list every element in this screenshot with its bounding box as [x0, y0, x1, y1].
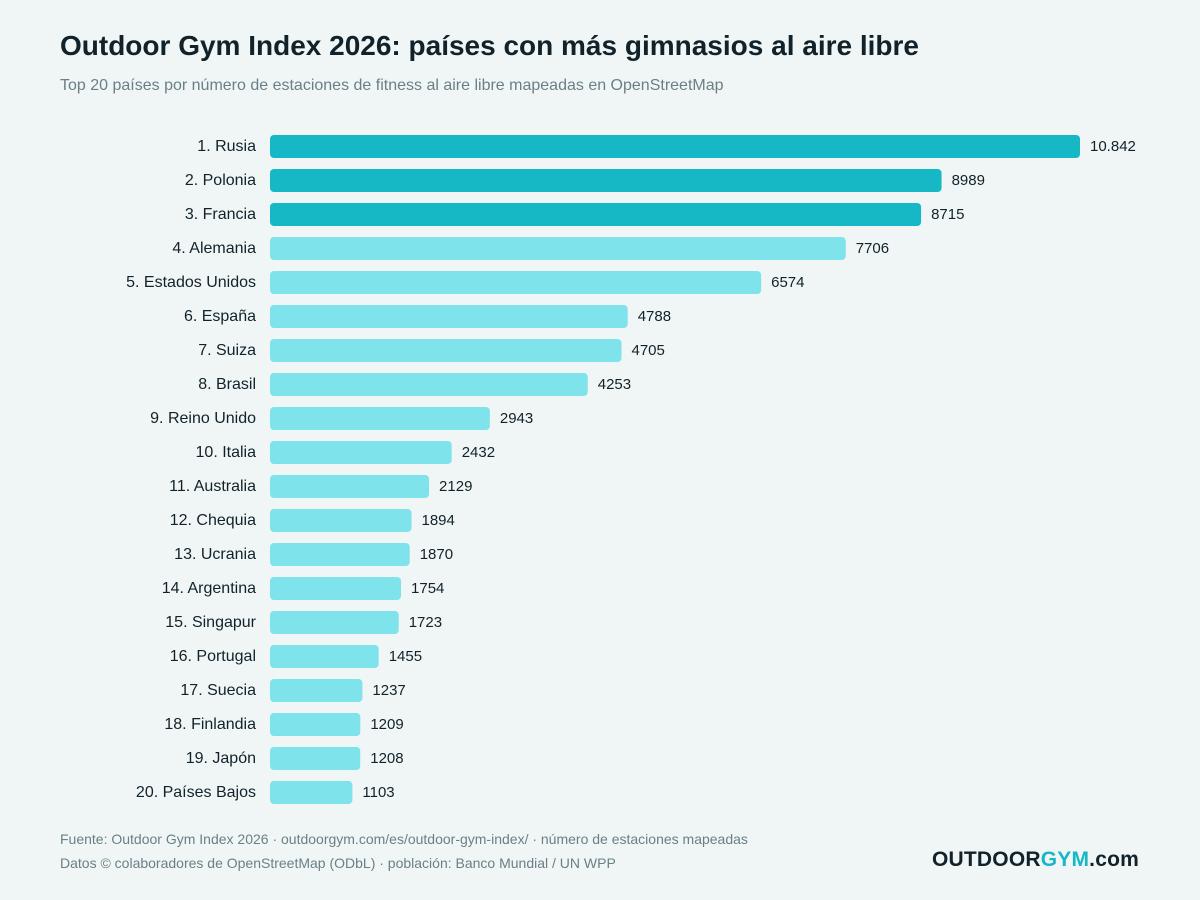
category-label: 20. Países Bajos — [136, 784, 256, 801]
bar — [270, 169, 942, 192]
value-label: 1723 — [409, 614, 442, 631]
category-label: 3. Francia — [185, 206, 256, 223]
bar — [270, 373, 588, 396]
value-label: 1754 — [411, 580, 444, 597]
bar — [270, 645, 379, 668]
value-label: 2943 — [500, 410, 533, 427]
brand-part-outdoor: OUTDOOR — [932, 848, 1041, 871]
category-label: 19. Japón — [186, 750, 256, 767]
bar — [270, 781, 353, 804]
value-label: 8989 — [952, 172, 985, 189]
bar — [270, 441, 452, 464]
value-label: 8715 — [931, 206, 964, 223]
category-label: 17. Suecia — [180, 682, 256, 699]
value-label: 4253 — [598, 376, 631, 393]
value-label: 1455 — [389, 648, 422, 665]
category-label: 13. Ucrania — [174, 546, 256, 563]
chart-subtitle: Top 20 países por número de estaciones d… — [60, 77, 724, 94]
brand-part-domain: .com — [1089, 848, 1139, 871]
bar — [270, 237, 846, 260]
bar — [270, 713, 361, 736]
bar — [270, 577, 402, 600]
bar — [270, 747, 361, 770]
value-label: 2129 — [439, 478, 472, 495]
category-label: 18. Finlandia — [164, 716, 256, 733]
category-label: 11. Australia — [169, 478, 256, 495]
value-label: 1208 — [370, 750, 403, 767]
category-label: 9. Reino Unido — [150, 410, 256, 427]
chart-title: Outdoor Gym Index 2026: países con más g… — [60, 30, 919, 61]
value-label: 1870 — [420, 546, 453, 563]
brand-part-gym: GYM — [1040, 848, 1090, 871]
category-label: 5. Estados Unidos — [126, 274, 256, 291]
brand-logo[interactable]: OUTDOORGYM.com — [932, 848, 1139, 872]
value-label: 1237 — [372, 682, 405, 699]
value-label: 6574 — [771, 274, 804, 291]
category-label: 2. Polonia — [185, 172, 256, 189]
value-label: 7706 — [856, 240, 889, 257]
category-label: 8. Brasil — [198, 376, 256, 393]
value-label: 1103 — [362, 784, 394, 801]
bar — [270, 509, 412, 532]
category-label: 1. Rusia — [197, 138, 256, 155]
value-label: 10.842 — [1090, 138, 1136, 155]
category-label: 16. Portugal — [170, 648, 256, 665]
value-label: 2432 — [462, 444, 495, 461]
bar — [270, 679, 363, 702]
bar — [270, 339, 622, 362]
bar — [270, 203, 922, 226]
value-label: 4788 — [638, 308, 671, 325]
category-label: 15. Singapur — [165, 614, 256, 631]
bar — [270, 305, 628, 328]
category-label: 12. Chequia — [170, 512, 256, 529]
category-label: 6. España — [184, 308, 256, 325]
category-label: 10. Italia — [196, 444, 257, 461]
category-label: 4. Alemania — [172, 240, 256, 257]
bar — [270, 407, 490, 430]
bar-chart: 1. Rusia 10.842 2. Polonia 8989 3. Francia 87… — [126, 135, 1136, 804]
value-label: 4705 — [632, 342, 665, 359]
category-label: 14. Argentina — [162, 580, 256, 597]
value-label: 1894 — [421, 512, 454, 529]
bar — [270, 475, 430, 498]
bar — [270, 543, 410, 566]
source-note: Fuente: Outdoor Gym Index 2026 · outdoor… — [60, 831, 748, 847]
bar — [270, 271, 762, 294]
category-label: 7. Suiza — [198, 342, 256, 359]
bar — [270, 611, 399, 634]
data-credit-note: Datos © colaboradores de OpenStreetMap (… — [60, 855, 616, 871]
value-label: 1209 — [370, 716, 403, 733]
bar — [270, 135, 1080, 158]
